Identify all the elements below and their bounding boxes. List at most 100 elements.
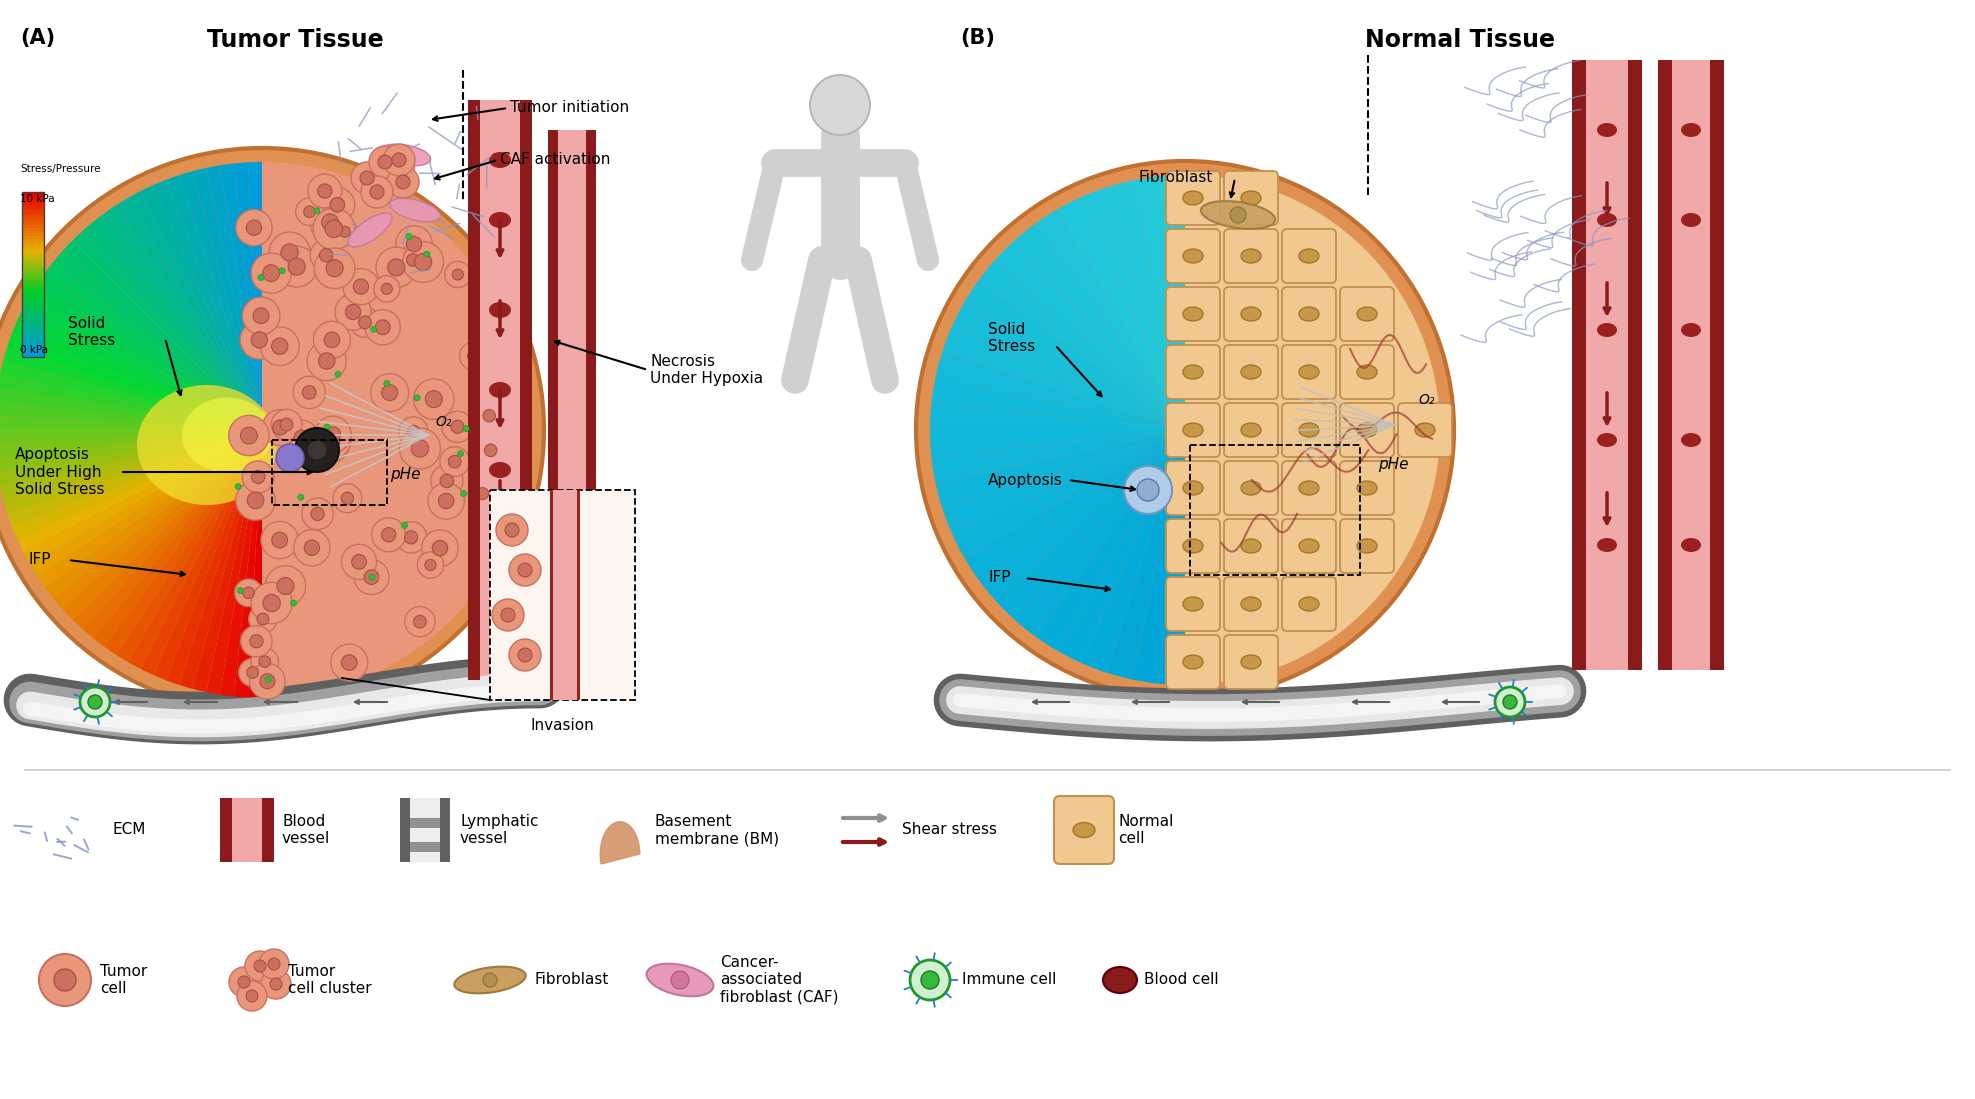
FancyBboxPatch shape xyxy=(1165,635,1221,689)
Ellipse shape xyxy=(490,382,512,398)
Text: Tumor initiation: Tumor initiation xyxy=(510,100,630,115)
Wedge shape xyxy=(1035,209,1185,430)
Circle shape xyxy=(273,420,288,435)
Bar xyxy=(22,341,43,344)
Text: Stress/Pressure: Stress/Pressure xyxy=(20,164,101,174)
Circle shape xyxy=(369,185,383,199)
Bar xyxy=(22,348,43,353)
Bar xyxy=(22,332,43,336)
FancyBboxPatch shape xyxy=(1165,519,1221,573)
Wedge shape xyxy=(30,430,263,576)
Wedge shape xyxy=(0,430,263,444)
Circle shape xyxy=(397,245,429,275)
Ellipse shape xyxy=(1598,539,1618,552)
FancyBboxPatch shape xyxy=(1282,345,1335,399)
Ellipse shape xyxy=(1681,213,1700,227)
Wedge shape xyxy=(0,430,263,458)
Text: Normal
cell: Normal cell xyxy=(1118,813,1173,846)
Wedge shape xyxy=(1106,180,1185,430)
Ellipse shape xyxy=(1183,191,1203,206)
FancyBboxPatch shape xyxy=(1224,287,1278,341)
Wedge shape xyxy=(980,259,1185,430)
Bar xyxy=(22,198,43,201)
Ellipse shape xyxy=(348,213,393,247)
Bar xyxy=(1586,60,1627,670)
Bar xyxy=(22,315,43,320)
Circle shape xyxy=(263,410,298,445)
Circle shape xyxy=(253,308,269,324)
Bar xyxy=(22,222,43,226)
Circle shape xyxy=(314,417,352,453)
Wedge shape xyxy=(952,430,1185,557)
Circle shape xyxy=(259,656,271,667)
Circle shape xyxy=(40,954,91,1006)
Bar xyxy=(480,100,519,680)
Circle shape xyxy=(365,310,401,345)
Wedge shape xyxy=(930,430,1185,457)
Circle shape xyxy=(415,395,421,401)
Circle shape xyxy=(1230,207,1246,223)
Bar xyxy=(553,490,577,700)
Wedge shape xyxy=(73,430,263,629)
Circle shape xyxy=(460,490,466,497)
FancyBboxPatch shape xyxy=(1165,171,1221,225)
Circle shape xyxy=(403,242,444,282)
Wedge shape xyxy=(1132,177,1185,430)
Circle shape xyxy=(314,208,320,214)
Circle shape xyxy=(314,422,352,459)
Circle shape xyxy=(241,321,278,359)
Circle shape xyxy=(269,958,280,970)
Circle shape xyxy=(278,268,284,274)
Bar xyxy=(22,247,43,251)
FancyBboxPatch shape xyxy=(1165,287,1221,341)
Ellipse shape xyxy=(1357,423,1377,437)
Circle shape xyxy=(510,554,541,586)
Bar xyxy=(1572,60,1586,670)
Bar xyxy=(22,192,43,196)
Ellipse shape xyxy=(490,302,512,318)
Circle shape xyxy=(354,559,389,595)
Wedge shape xyxy=(0,360,263,430)
Circle shape xyxy=(413,615,427,628)
Wedge shape xyxy=(936,430,1185,509)
Circle shape xyxy=(425,390,442,408)
Circle shape xyxy=(280,418,292,431)
Wedge shape xyxy=(45,430,263,599)
Circle shape xyxy=(373,276,399,302)
Circle shape xyxy=(429,482,464,519)
Ellipse shape xyxy=(1072,822,1094,837)
Wedge shape xyxy=(1132,430,1185,684)
Circle shape xyxy=(324,424,330,430)
Circle shape xyxy=(452,269,464,280)
Wedge shape xyxy=(38,273,263,430)
Circle shape xyxy=(247,220,261,235)
Bar xyxy=(549,490,581,700)
Bar xyxy=(22,291,43,295)
Wedge shape xyxy=(8,334,263,430)
Circle shape xyxy=(381,284,393,295)
Bar xyxy=(22,249,43,254)
Circle shape xyxy=(359,315,371,329)
Bar xyxy=(22,195,43,199)
Ellipse shape xyxy=(1183,539,1203,553)
Circle shape xyxy=(271,978,282,990)
Wedge shape xyxy=(12,321,263,430)
Circle shape xyxy=(229,415,269,456)
Circle shape xyxy=(363,569,379,585)
Text: Apoptosis: Apoptosis xyxy=(988,473,1063,488)
Ellipse shape xyxy=(490,152,512,168)
Bar xyxy=(22,236,43,240)
Bar xyxy=(1191,445,1361,575)
Text: Normal Tissue: Normal Tissue xyxy=(1365,27,1554,52)
Wedge shape xyxy=(249,162,263,430)
Circle shape xyxy=(383,144,415,176)
Circle shape xyxy=(330,198,346,212)
Wedge shape xyxy=(1185,175,1440,685)
Circle shape xyxy=(407,425,419,437)
Text: Basement
membrane (BM): Basement membrane (BM) xyxy=(656,813,778,846)
Circle shape xyxy=(304,540,320,555)
Text: Blood cell: Blood cell xyxy=(1144,973,1219,988)
FancyBboxPatch shape xyxy=(1224,229,1278,284)
Circle shape xyxy=(312,208,356,249)
Bar xyxy=(22,293,43,298)
